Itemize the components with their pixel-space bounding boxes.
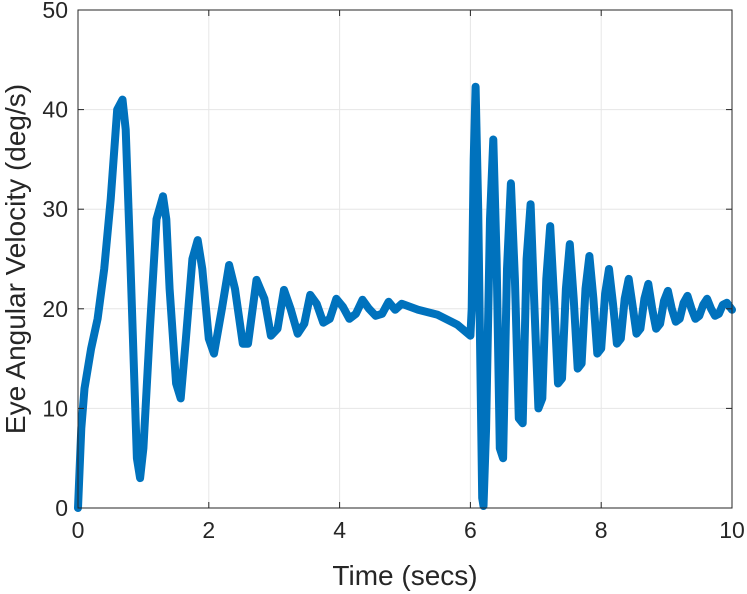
- y-tick-labels: 0 10 20 30 40 50: [42, 0, 68, 521]
- series-line: [74, 82, 736, 512]
- y-tick-label: 40: [42, 97, 68, 123]
- x-axis-label: Time (secs): [332, 560, 477, 591]
- x-tick-label: 8: [595, 517, 608, 543]
- y-axis-label: Eye Angular Velocity (deg/s): [0, 84, 31, 434]
- y-tick-label: 10: [42, 395, 68, 421]
- y-tick-label: 30: [42, 196, 68, 222]
- x-tick-label: 10: [719, 517, 745, 543]
- y-tick-label: 20: [42, 296, 68, 322]
- plot-area: [78, 10, 732, 508]
- y-tick-label: 0: [55, 495, 68, 521]
- x-tick-label: 6: [464, 517, 477, 543]
- y-tick-label: 50: [42, 0, 68, 23]
- x-tick-label: 4: [333, 517, 346, 543]
- x-tick-label: 0: [72, 517, 85, 543]
- axis-ticks: [77, 9, 733, 509]
- x-tick-labels: 0 2 4 6 8 10: [72, 517, 745, 543]
- x-tick-label: 2: [202, 517, 215, 543]
- plot-frame: [77, 9, 733, 509]
